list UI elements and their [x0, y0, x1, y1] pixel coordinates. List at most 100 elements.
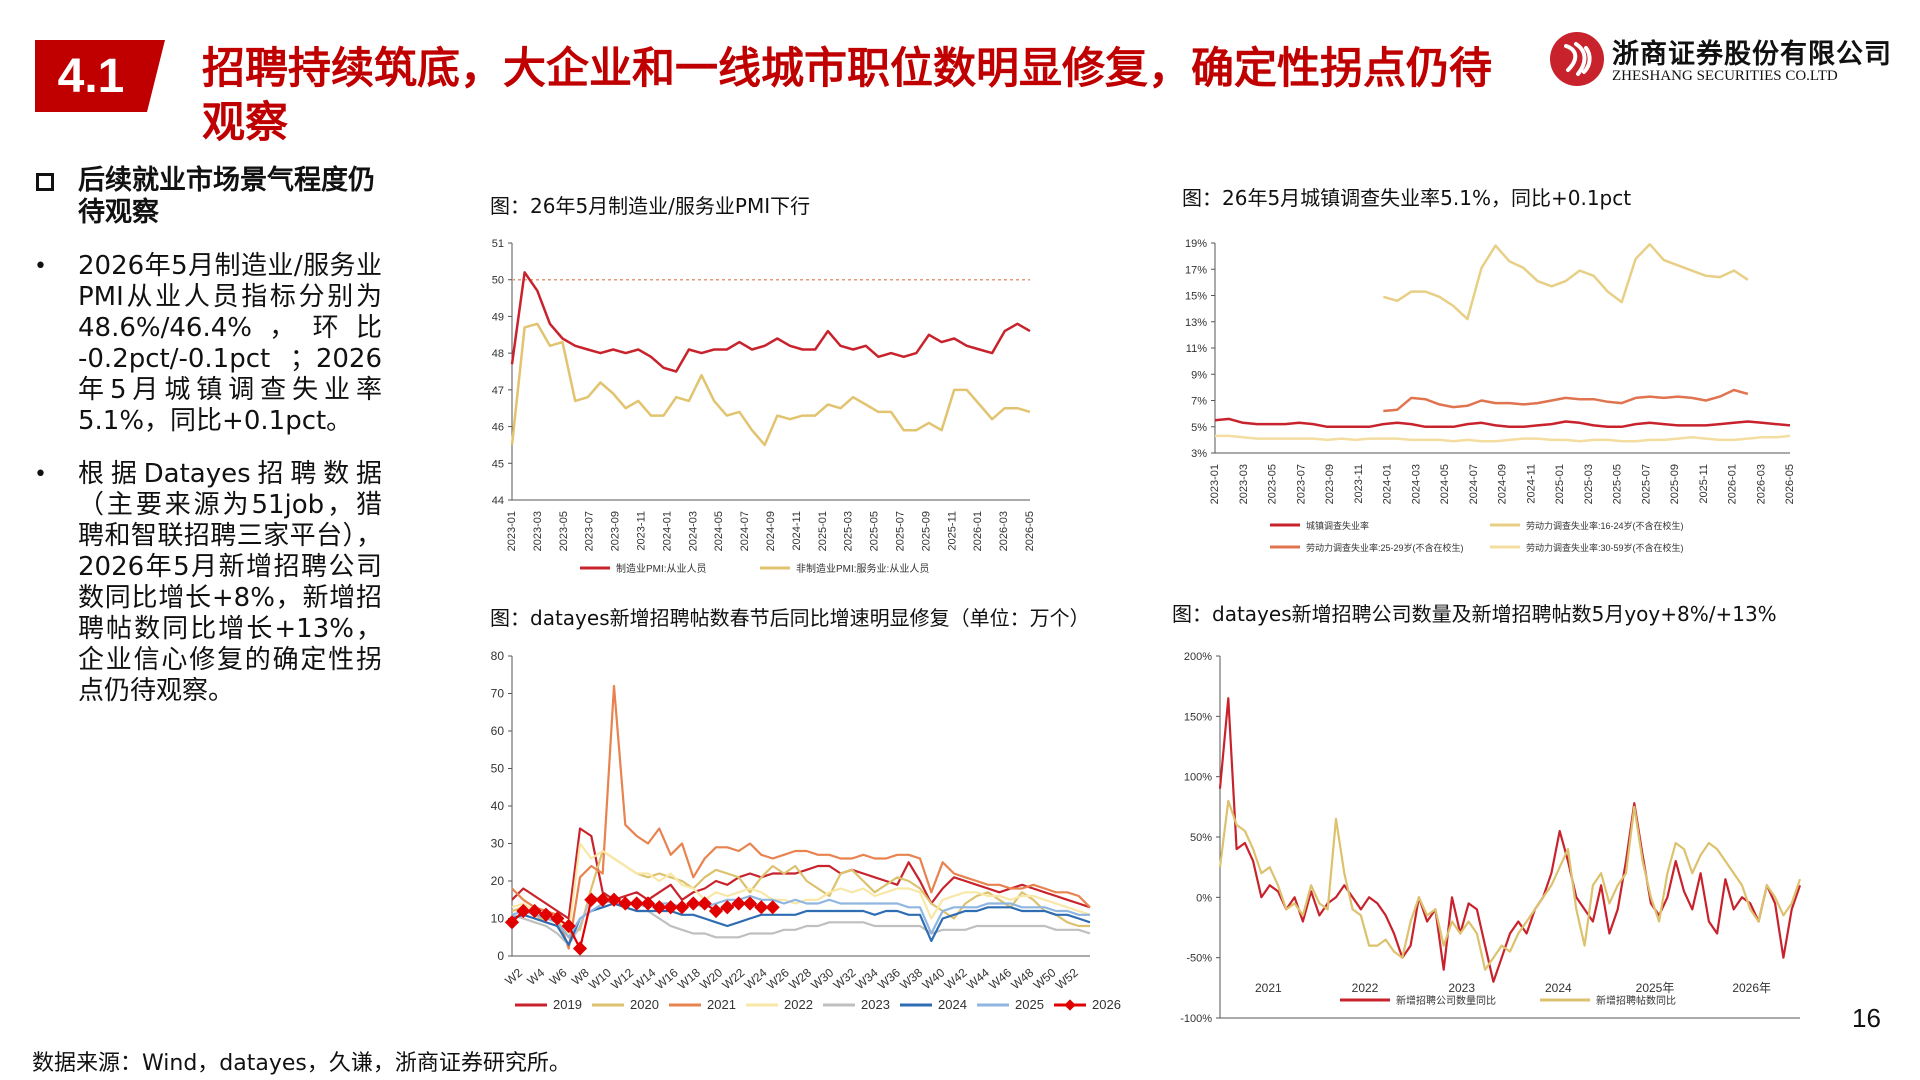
- x-tick-label: 2026-01: [972, 511, 984, 551]
- chart-pmi: 44 45 46 47 48 49 50 51 2023-01 2023-03 2023-05 202…: [492, 238, 1036, 575]
- x-tick-label: 2023-09: [610, 511, 622, 551]
- x-tick-label: 2026-01: [1727, 464, 1739, 504]
- x-tick-label: 2024-11: [791, 511, 803, 551]
- data-point-2026: [640, 896, 656, 911]
- legend-label: 2019: [553, 997, 582, 1012]
- x-tick-label: 2025-11: [1698, 464, 1710, 504]
- x-tick-label: 2024-05: [713, 511, 725, 551]
- chart-title-job-posts: 图：datayes新增招聘帖数春节后同比增速明显修复（单位：万个）: [490, 606, 1090, 630]
- y-tick-label: 20: [491, 874, 505, 888]
- y-tick-label: 11%: [1186, 343, 1207, 355]
- legend-label: 新增招聘帖数同比: [1596, 994, 1676, 1007]
- y-tick-label: 45: [492, 458, 504, 470]
- y-tick-label: 70: [491, 687, 505, 701]
- series-line-series: [1218, 697, 1802, 983]
- chart-unemployment: 3% 5% 7% 9% 11% 13% 15% 17% 19% 2023-01 2023-03 202…: [1185, 238, 1796, 553]
- x-tick-label: 2021: [1255, 981, 1282, 995]
- sidebar: 后续就业市场景气程度仍待观察 • 2026年5月制造业/服务业PMI从业人员指标…: [30, 165, 382, 707]
- y-tick-label: 3%: [1191, 448, 1207, 460]
- bullet-dot-icon: •: [34, 254, 47, 279]
- data-point-2026: [686, 896, 701, 911]
- x-tick-label: 2025-03: [843, 511, 855, 551]
- x-tick-label: W6: [547, 965, 570, 988]
- y-tick-label: 46: [492, 422, 504, 434]
- x-tick-label: 2023-07: [584, 511, 596, 551]
- y-tick-label: 50: [491, 762, 505, 776]
- data-point-2026: [731, 896, 746, 911]
- x-tick-label: 2023: [1448, 981, 1475, 995]
- x-tick-label: W4: [524, 965, 547, 988]
- legend-label: 城镇调查失业率: [1306, 520, 1369, 531]
- data-point-2026: [504, 915, 520, 930]
- bullet-dot-icon: •: [34, 462, 47, 487]
- data-point-2026: [754, 900, 769, 915]
- series-line-2020: [511, 849, 1090, 935]
- data-point-2026: [674, 900, 690, 915]
- legend-label: 2020: [630, 997, 659, 1012]
- section-number-badge: 4.1: [35, 40, 165, 112]
- data-point-2026: [663, 900, 678, 915]
- x-tick-label: 2023-03: [532, 511, 544, 551]
- x-tick-label: 2023-09: [1324, 464, 1336, 504]
- x-tick-label: 2025-03: [1583, 464, 1595, 504]
- company-logo: 浙商证券股份有限公司 ZHESHANG SECURITIES CO.LTD: [1548, 30, 1898, 90]
- y-tick-label: 60: [491, 724, 505, 738]
- y-tick-label: 50: [492, 275, 504, 287]
- x-tick-label: 2024-03: [1410, 464, 1422, 504]
- square-bullet-icon: [36, 173, 54, 191]
- y-tick-label: 100%: [1184, 772, 1212, 784]
- chart-title-yoy: 图：datayes新增招聘公司数量及新增招聘帖数5月yoy+8%/+13%: [1172, 602, 1777, 626]
- y-tick-label: 200%: [1184, 651, 1212, 663]
- y-tick-label: 0: [497, 949, 504, 963]
- x-tick-label: 2025-09: [1669, 464, 1681, 504]
- page-number: 16: [1852, 1003, 1881, 1033]
- y-tick-label: 9%: [1191, 369, 1207, 381]
- page-title: 招聘持续筑底，大企业和一线城市职位数明显修复，确定性拐点仍待观察: [202, 44, 1492, 148]
- legend-label: 劳动力调查失业率:16-24岁(不含在校生): [1526, 520, 1684, 531]
- series-line-2025: [511, 894, 1090, 939]
- x-tick-label: 2025-09: [920, 511, 932, 551]
- chart-title-unemployment: 图：26年5月城镇调查失业率5.1%，同比+0.1pct: [1182, 186, 1632, 210]
- legend-label: 劳动力调查失业率:30-59岁(不含在校生): [1526, 542, 1684, 553]
- series-line-25-29: [1383, 388, 1749, 413]
- x-tick-label: 2023-03: [1238, 464, 1250, 504]
- x-tick-label: 2022: [1352, 981, 1379, 995]
- data-point-2026: [708, 903, 724, 919]
- x-tick-label: 2025-05: [869, 511, 881, 551]
- y-tick-label: 30: [491, 837, 505, 851]
- series-line-series: [1218, 799, 1802, 971]
- legend-label: 2022: [784, 997, 813, 1012]
- x-tick-label: 2025-05: [1612, 464, 1624, 504]
- data-source: 数据来源：Wind，datayes，久谦，浙商证券研究所。: [32, 1051, 571, 1076]
- x-tick-label: 2023-05: [558, 511, 570, 551]
- data-point-2026: [697, 896, 712, 911]
- y-tick-label: 7%: [1191, 396, 1207, 408]
- company-name-en: ZHESHANG SECURITIES CO.LTD: [1612, 68, 1838, 84]
- x-tick-label: 2026-05: [1784, 464, 1796, 504]
- x-tick-label: 2023-11: [636, 511, 648, 551]
- x-tick-label: 2024-07: [1468, 464, 1480, 504]
- x-tick-label: 2024-11: [1525, 464, 1537, 504]
- x-tick-label: 2023-05: [1267, 464, 1279, 504]
- y-tick-label: 15%: [1185, 291, 1207, 303]
- data-point-2026: [618, 896, 633, 911]
- x-tick-label: 2024-03: [687, 511, 699, 551]
- sidebar-bullet-1: • 2026年5月制造业/服务业PMI从业人员指标分别为48.6%/46.4%，…: [30, 251, 382, 437]
- sidebar-bullet-text: 根据Datayes招聘数据（主要来源为51job，猎聘和智联招聘三家平台），20…: [78, 459, 382, 706]
- data-point-2026: [538, 907, 554, 922]
- y-tick-label: 13%: [1185, 317, 1207, 329]
- x-tick-label: 2023-01: [506, 511, 518, 551]
- x-tick-label: 2025-07: [1640, 464, 1652, 504]
- y-tick-label: 48: [492, 348, 504, 360]
- x-tick-label: W52: [1053, 965, 1081, 992]
- x-tick-label: 2026-03: [1755, 464, 1767, 504]
- series-line-2022: [511, 842, 1091, 935]
- legend-label: 劳动力调查失业率:25-29岁(不含在校生): [1306, 542, 1464, 553]
- sidebar-bullet-text: 2026年5月制造业/服务业PMI从业人员指标分别为48.6%/46.4%，环比…: [78, 251, 382, 436]
- series-line-series: [1214, 417, 1791, 429]
- legend-marker: [1064, 999, 1076, 1011]
- data-point-2026: [742, 896, 758, 911]
- x-tick-label: 2025-01: [1554, 464, 1566, 504]
- x-tick-label: W2: [502, 965, 525, 988]
